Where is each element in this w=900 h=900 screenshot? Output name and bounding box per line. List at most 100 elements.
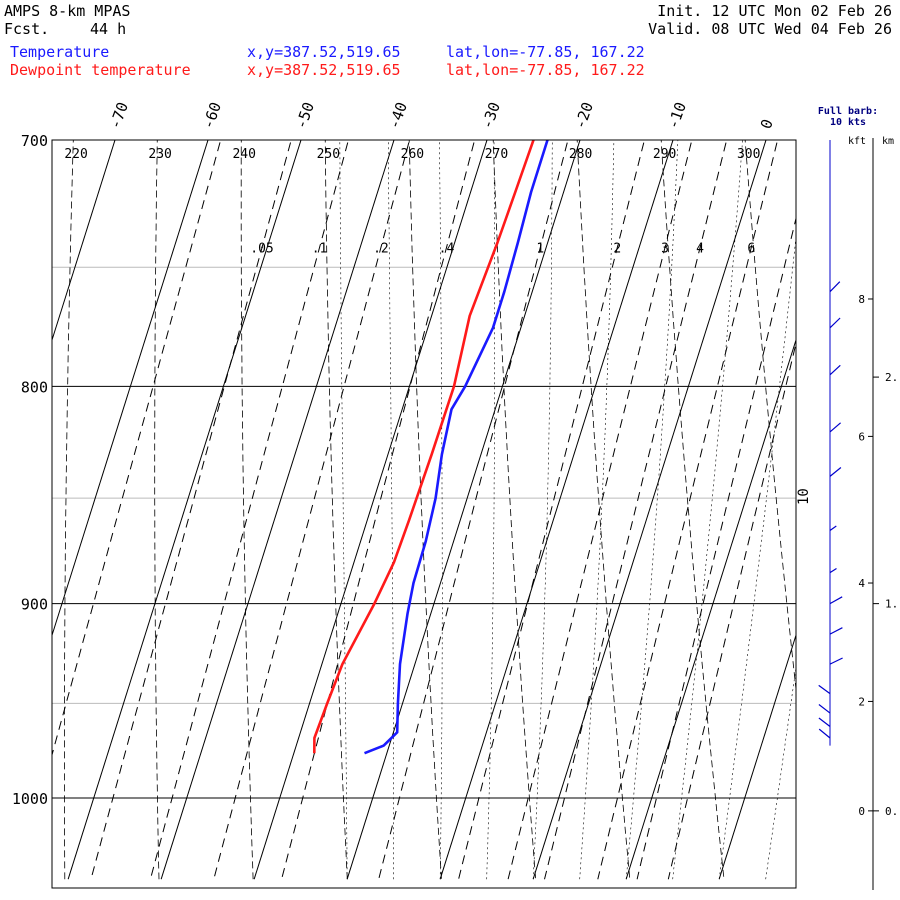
legend-dewpoint-xy: x,y=387.52,519.65 <box>247 61 401 79</box>
wind-barb <box>829 657 843 665</box>
isotherm <box>718 633 796 880</box>
mixing-ratio-line <box>597 140 779 880</box>
dry-adiabat <box>240 140 254 880</box>
dry-adiabat <box>154 140 160 880</box>
moist-adiabat <box>718 233 796 880</box>
mixing-ratio-line <box>507 140 693 880</box>
isotherm <box>52 140 116 342</box>
mixing-ratio-line <box>213 140 411 880</box>
mixing-ratio-label: 3 <box>661 241 669 256</box>
mixing-ratio-label: 1 <box>536 241 544 256</box>
wind-panel: Full barb: 10 kts kft km 0 2 4 6 8 0. 1. 2. <box>818 106 898 890</box>
potential-temperature-label: 240 <box>232 147 255 162</box>
wind-barb <box>818 728 831 739</box>
km-tick-label: 2. <box>885 371 898 384</box>
legend-temperature-xy: x,y=387.52,519.65 <box>247 43 401 61</box>
moist-adiabat <box>339 140 348 880</box>
pressure-tick-label: 700 <box>21 132 48 150</box>
mixing-ratio-line <box>378 140 569 880</box>
wind-panel-title-1: Full barb: <box>818 106 878 117</box>
wind-barb <box>829 317 841 329</box>
mixing-ratio-label: 6 <box>747 241 755 256</box>
kft-tick-label: 2 <box>858 695 865 708</box>
mixing-ratio-label: .2 <box>373 241 389 256</box>
moist-adiabat <box>812 114 900 880</box>
temperature-tick-label: -40 <box>385 100 411 132</box>
legend-temperature-latlon: lat,lon=-77.85, 167.22 <box>446 43 645 61</box>
dry-adiabat <box>64 140 74 880</box>
wind-panel-title-2: 10 kts <box>830 117 866 128</box>
temperature-tick-label: 0 <box>757 117 777 132</box>
mixing-ratio-line <box>544 140 728 880</box>
isotherm <box>625 338 796 880</box>
forecast-hour: 44 h <box>90 20 127 38</box>
isotherm <box>0 113 30 879</box>
legend-dewpoint-latlon: lat,lon=-77.85, 167.22 <box>446 61 645 79</box>
moist-adiabat <box>579 140 615 880</box>
plot-frame <box>51 139 797 889</box>
km-tick-label: 1. <box>885 598 898 611</box>
wind-barb <box>829 364 841 376</box>
dry-adiabat <box>660 140 725 880</box>
moist-adiabat <box>439 140 443 880</box>
legend-dewpoint-name: Dewpoint temperature <box>10 61 191 79</box>
wind-barb <box>829 525 837 531</box>
dry-adiabat <box>576 140 631 880</box>
isotherm <box>439 140 674 880</box>
mixing-ratio-line <box>281 140 476 880</box>
dry-adiabat <box>492 140 537 880</box>
mixing-ratio-line <box>52 140 222 757</box>
kft-tick-label: 4 <box>858 577 865 590</box>
potential-temperature-label: 230 <box>148 147 171 162</box>
temperature-tick-label: -20 <box>571 100 597 132</box>
isotherm <box>52 140 209 637</box>
mixing-ratio-line <box>458 140 645 880</box>
valid-time: Valid. 08 UTC Wed 04 Feb 26 <box>648 20 892 38</box>
pressure-tick-label: 800 <box>21 378 48 396</box>
kft-label: kft <box>848 136 866 147</box>
kft-tick-label: 8 <box>858 293 865 306</box>
km-tick-label: 0. <box>885 805 898 818</box>
moist-adiabat <box>387 140 395 880</box>
forecast-label: Fcst. <box>4 20 50 38</box>
wind-barb <box>829 627 843 635</box>
potential-temperature-label: 290 <box>653 147 676 162</box>
pressure-tick-label: 1000 <box>12 790 48 808</box>
temperature-tick-label: -70 <box>106 100 132 132</box>
potential-temperature-label: 250 <box>317 147 340 162</box>
wind-barb <box>829 467 842 477</box>
mixing-ratio-line <box>149 140 349 880</box>
kft-tick-label: 6 <box>858 430 865 443</box>
potential-temperature-label: 220 <box>64 147 87 162</box>
isotherm <box>346 140 581 880</box>
isotherm <box>812 113 900 879</box>
isotherm <box>253 140 488 880</box>
kft-tick-label: 0 <box>858 805 865 818</box>
mixing-ratio-line <box>90 140 292 880</box>
background-lines <box>0 113 900 880</box>
moist-adiabat <box>532 140 553 880</box>
mixing-ratio-line <box>636 216 796 880</box>
dewpoint-profile-line <box>313 140 535 754</box>
temperature-tick-label: -60 <box>199 100 225 132</box>
dry-adiabat <box>408 140 442 880</box>
wind-barb <box>818 704 831 714</box>
moist-adiabat <box>625 140 679 880</box>
wind-barb <box>818 717 831 728</box>
temperature-tick-label: -30 <box>478 100 504 132</box>
mixing-ratio-label: .4 <box>439 241 455 256</box>
init-time: Init. 12 UTC Mon 02 Feb 26 <box>657 2 892 20</box>
moist-adiabat <box>672 140 743 880</box>
model-title: AMPS 8-km MPAS <box>4 2 131 20</box>
wind-barb <box>829 596 843 605</box>
mixing-ratio-label: .05 <box>250 241 273 256</box>
dry-adiabat <box>324 140 348 880</box>
moist-adiabat <box>486 140 495 880</box>
sounding-series <box>313 140 549 755</box>
dry-adiabat <box>744 140 796 693</box>
temperature-tick-label: -50 <box>292 100 318 132</box>
dry-adiabat <box>827 114 900 880</box>
temperature-tick-label: -10 <box>664 100 690 132</box>
mixing-ratio-label: .1 <box>312 241 328 256</box>
